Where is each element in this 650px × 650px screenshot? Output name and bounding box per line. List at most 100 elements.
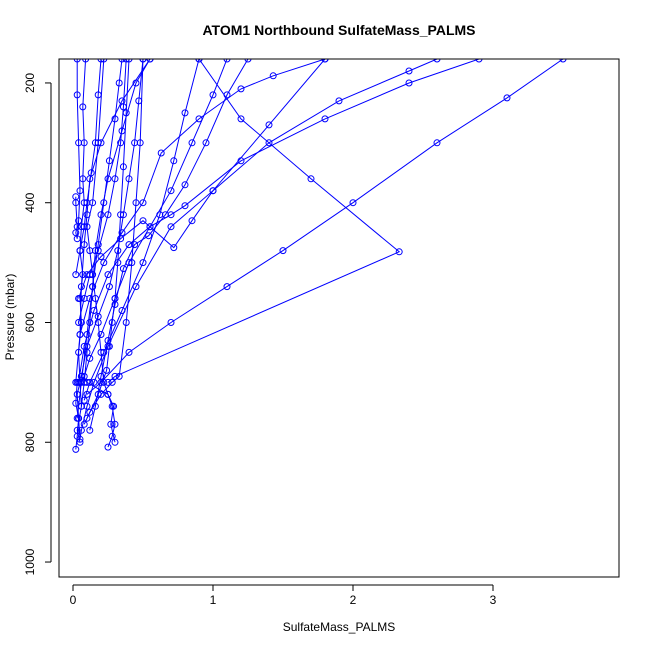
data-point — [111, 438, 119, 446]
data-point — [108, 378, 116, 386]
data-point — [86, 175, 94, 183]
data-point — [94, 313, 102, 320]
data-point — [83, 271, 91, 279]
data-point — [244, 59, 252, 63]
data-point — [237, 85, 245, 93]
data-point — [83, 331, 91, 338]
data-point — [405, 79, 413, 87]
data-point — [181, 202, 189, 210]
y-axis-label: Pressure (mbar) — [3, 274, 17, 361]
series-15 — [72, 59, 84, 243]
data-point — [114, 247, 122, 255]
data-point — [279, 247, 287, 255]
plot-frame — [58, 58, 620, 578]
data-point — [223, 91, 231, 99]
data-point — [80, 378, 88, 386]
data-point — [111, 301, 119, 308]
data-point — [76, 435, 84, 443]
series-line — [76, 59, 87, 443]
data-point — [131, 241, 139, 249]
data-point — [83, 211, 91, 219]
series-line — [80, 59, 151, 407]
data-point — [139, 59, 147, 63]
y-tick-label: 1000 — [23, 548, 37, 575]
data-point — [104, 211, 112, 219]
x-tick-label: 3 — [490, 593, 497, 607]
data-point — [97, 139, 105, 147]
data-point — [269, 72, 277, 80]
data-point — [80, 241, 88, 249]
data-point — [167, 187, 175, 195]
data-point — [100, 59, 108, 63]
data-point — [72, 378, 80, 386]
data-point — [97, 390, 105, 398]
data-point — [100, 348, 108, 356]
data-point — [82, 59, 90, 63]
data-point — [139, 217, 147, 225]
data-point — [559, 59, 567, 63]
series-line — [78, 59, 438, 299]
data-point — [107, 420, 115, 428]
chart-title: ATOM1 Northbound SulfateMass_PALMS — [202, 22, 475, 38]
data-point — [136, 139, 144, 147]
data-point — [77, 283, 85, 291]
data-point — [265, 139, 273, 147]
series-1 — [73, 59, 90, 446]
data-point — [104, 443, 112, 451]
data-point — [405, 67, 413, 75]
series-line — [89, 59, 249, 431]
data-point — [202, 139, 210, 147]
data-point — [75, 139, 83, 147]
data-point — [72, 199, 80, 207]
series-20 — [72, 59, 154, 386]
series-line — [78, 59, 127, 323]
series-line — [75, 59, 151, 383]
data-point — [118, 59, 126, 63]
data-point — [73, 91, 81, 99]
x-tick-label: 1 — [210, 593, 217, 607]
data-point — [104, 337, 112, 344]
data-point — [161, 211, 169, 219]
data-point — [89, 283, 97, 291]
y-tick-label: 600 — [23, 312, 37, 332]
data-point — [83, 199, 91, 207]
series-17 — [86, 59, 252, 434]
data-point — [146, 59, 154, 63]
data-point — [114, 259, 122, 267]
data-point — [103, 366, 111, 374]
data-point — [349, 199, 357, 207]
data-point — [76, 247, 84, 255]
y-tick-label: 400 — [23, 192, 37, 212]
series-line — [86, 59, 564, 395]
data-point — [167, 223, 175, 231]
data-point — [139, 259, 147, 267]
data-point — [83, 414, 91, 422]
data-point — [170, 244, 178, 252]
data-point — [125, 175, 133, 183]
data-point — [115, 79, 123, 87]
data-point — [118, 127, 126, 135]
data-point — [97, 59, 105, 63]
y-tick-label: 800 — [23, 432, 37, 452]
data-point — [110, 402, 118, 410]
data-point — [83, 348, 91, 356]
data-point — [125, 348, 133, 356]
data-point — [119, 265, 127, 273]
data-point — [321, 59, 329, 63]
x-axis-label: SulfateMass_PALMS — [283, 620, 396, 634]
data-point — [209, 91, 217, 99]
data-point — [119, 163, 127, 171]
data-point — [91, 247, 99, 255]
data-point — [108, 432, 116, 440]
data-point — [237, 115, 245, 123]
data-point — [433, 59, 441, 63]
data-point — [104, 175, 112, 183]
series-line — [80, 59, 144, 377]
data-point — [188, 217, 196, 225]
data-point — [72, 271, 80, 279]
data-point — [104, 271, 112, 279]
data-point — [433, 139, 441, 147]
data-point — [73, 414, 81, 422]
data-point — [80, 420, 88, 428]
